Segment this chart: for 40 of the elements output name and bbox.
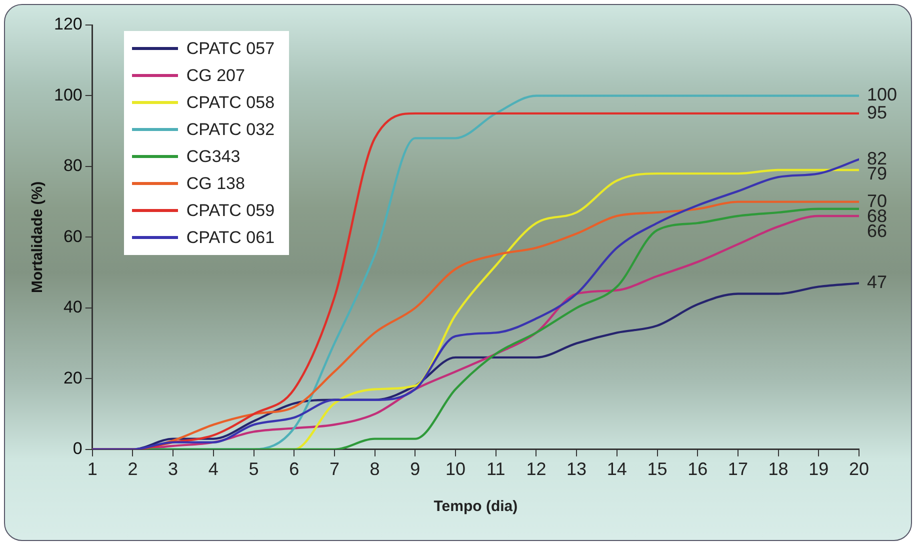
x-tick-label: 16 <box>688 459 708 480</box>
x-tick-label: 18 <box>768 459 788 480</box>
x-tick-label: 1 <box>87 459 98 480</box>
y-tick-label: 0 <box>72 439 82 458</box>
x-axis-title: Tempo (dia) <box>434 498 518 516</box>
x-tick-label: 4 <box>208 459 218 480</box>
x-tick-label: 14 <box>606 459 627 480</box>
y-tick-label: 60 <box>63 226 82 246</box>
y-tick-label: 40 <box>63 298 82 317</box>
y-tick-label: 20 <box>63 368 82 388</box>
data-label: 47 <box>867 272 888 292</box>
x-tick-label: 17 <box>728 459 748 480</box>
x-tick-label: 7 <box>329 459 340 480</box>
x-tick-label: 10 <box>445 459 466 480</box>
data-label: 100 <box>867 84 898 105</box>
legend-label: CG 207 <box>186 66 245 86</box>
y-tick-label: 80 <box>63 156 82 176</box>
x-tick-label: 15 <box>647 459 668 480</box>
data-label: 95 <box>867 102 888 122</box>
y-tick-label: 100 <box>54 85 82 104</box>
x-tick-label: 6 <box>289 459 300 480</box>
x-tick-label: 3 <box>168 459 178 480</box>
legend-label: CG 138 <box>186 174 245 194</box>
legend-label: CG343 <box>186 146 240 166</box>
legend-label: CPATC 061 <box>186 228 275 248</box>
x-tick-label: 2 <box>128 459 138 480</box>
x-tick-label: 12 <box>526 459 546 480</box>
x-tick-label: 19 <box>808 459 829 480</box>
legend-label: CPATC 058 <box>186 92 275 112</box>
x-tick-label: 13 <box>566 459 587 480</box>
x-tick-label: 11 <box>486 459 506 480</box>
x-tick-label: 8 <box>370 459 380 480</box>
x-tick-label: 5 <box>248 459 259 480</box>
legend-label: CPATC 032 <box>186 120 275 140</box>
legend-label: CPATC 059 <box>186 200 275 220</box>
legend-label: CPATC 057 <box>186 38 275 58</box>
x-tick-label: 20 <box>848 459 870 480</box>
y-tick-label: 120 <box>54 14 82 34</box>
x-tick-label: 9 <box>410 459 420 480</box>
y-axis-title: Mortalidade (%) <box>29 181 46 294</box>
